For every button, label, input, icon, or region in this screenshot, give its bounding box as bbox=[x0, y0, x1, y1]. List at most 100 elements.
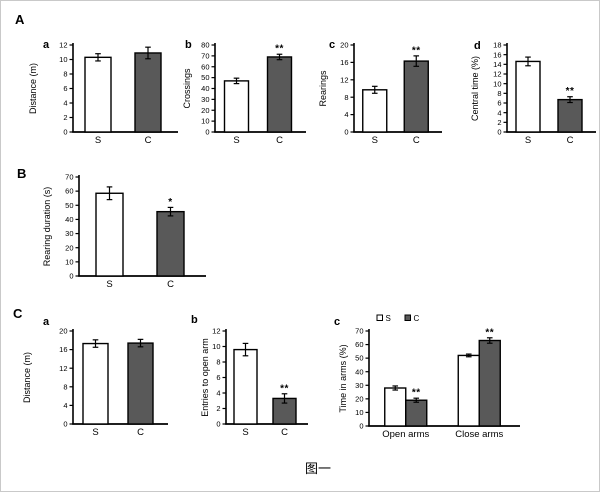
bar bbox=[95, 192, 124, 277]
y-tick-label: 4 bbox=[497, 108, 501, 117]
bar bbox=[82, 342, 109, 425]
chart-svg-B: 0 10 20 30 40 50 60 70 Rearing duration (s) S C * bbox=[42, 173, 206, 290]
y-tick-label: 4 bbox=[216, 389, 220, 398]
x-category-label: Open arms bbox=[382, 429, 429, 440]
y-tick-label: 40 bbox=[355, 367, 363, 376]
y-tick-label: 20 bbox=[355, 394, 363, 403]
x-category-label: Close arms bbox=[455, 429, 503, 440]
panel-letter-C-c: c bbox=[334, 316, 341, 328]
y-tick-label: 4 bbox=[344, 110, 348, 119]
panel-letter-A-a: a bbox=[43, 39, 50, 51]
chart-A-a: a 0 2 4 6 8 10 12 Distance (m) S C bbox=[27, 35, 179, 148]
bar bbox=[403, 60, 429, 133]
y-tick-label: 50 bbox=[65, 201, 73, 210]
y-tick-label: 60 bbox=[355, 340, 363, 349]
bar bbox=[233, 348, 258, 425]
y-tick-label: 12 bbox=[340, 75, 348, 84]
y-tick-label: 10 bbox=[355, 408, 363, 417]
y-axis-label: Rearing duration (s) bbox=[42, 187, 52, 267]
y-tick-label: 8 bbox=[497, 89, 501, 98]
panel-letter-A-b: b bbox=[185, 39, 192, 51]
chart-C-b: b 0 2 4 6 8 10 12 Entries to open arm S C ** bbox=[191, 315, 309, 441]
y-tick-label: 10 bbox=[212, 342, 220, 351]
x-category-label: C bbox=[276, 135, 283, 146]
y-tick-label: 12 bbox=[493, 70, 501, 79]
chart-A-c: c 0 4 8 12 16 20 Rearings S C ** bbox=[317, 35, 443, 148]
y-tick-label: 12 bbox=[59, 41, 67, 50]
panel-letter-C-b: b bbox=[191, 314, 198, 326]
y-tick-label: 10 bbox=[201, 117, 209, 126]
significance-marker: ** bbox=[485, 327, 494, 338]
chart-canvas-A-d: 0 2 4 6 8 10 12 14 16 18 Central time (%) S C ** bbox=[469, 35, 597, 153]
panel-letter-C-a: a bbox=[43, 316, 50, 328]
legend-swatch bbox=[404, 314, 411, 321]
bar bbox=[156, 210, 185, 277]
y-tick-label: 0 bbox=[497, 128, 501, 137]
panel-letter-A-c: c bbox=[329, 39, 336, 51]
y-tick-label: 2 bbox=[63, 113, 67, 122]
chart-C-c: c 0 10 20 30 40 50 60 70 Time in arms (%) Open ar… bbox=[334, 311, 521, 443]
y-tick-label: 8 bbox=[344, 93, 348, 102]
y-tick-label: 14 bbox=[493, 60, 501, 69]
significance-marker: ** bbox=[275, 44, 284, 55]
chart-B: 0 10 20 30 40 50 60 70 Rearing duration (s) S C * bbox=[41, 169, 207, 293]
section-label-C: C bbox=[13, 306, 23, 321]
y-tick-label: 0 bbox=[69, 272, 73, 281]
y-tick-label: 8 bbox=[216, 358, 220, 367]
x-category-label: S bbox=[95, 135, 101, 146]
y-tick-label: 6 bbox=[497, 99, 501, 108]
y-tick-label: 70 bbox=[201, 51, 209, 60]
y-axis-label: Distance (m) bbox=[22, 352, 32, 403]
y-axis-label: Rearings bbox=[318, 70, 328, 107]
y-tick-label: 0 bbox=[344, 128, 348, 137]
y-tick-label: 0 bbox=[63, 128, 67, 137]
y-tick-label: 10 bbox=[493, 79, 501, 88]
bar bbox=[134, 52, 162, 133]
y-tick-label: 80 bbox=[201, 41, 209, 50]
x-category-label: C bbox=[413, 135, 420, 146]
y-axis-label: Entries to open arm bbox=[200, 338, 210, 417]
x-category-label: S bbox=[233, 135, 239, 146]
x-category-label: S bbox=[372, 135, 378, 146]
y-tick-label: 4 bbox=[63, 401, 67, 410]
bar bbox=[127, 342, 154, 425]
y-tick-label: 6 bbox=[63, 84, 67, 93]
bar bbox=[84, 56, 112, 133]
y-tick-label: 2 bbox=[497, 118, 501, 127]
y-tick-label: 8 bbox=[63, 70, 67, 79]
significance-marker: ** bbox=[412, 388, 421, 399]
bar bbox=[223, 80, 250, 133]
chart-canvas-B: 0 10 20 30 40 50 60 70 Rearing duration (s) S C * bbox=[41, 169, 207, 298]
y-tick-label: 18 bbox=[493, 41, 501, 50]
significance-marker: ** bbox=[280, 383, 289, 394]
bar bbox=[478, 339, 501, 427]
legend-label: S bbox=[386, 314, 391, 323]
legend-swatch bbox=[376, 314, 383, 321]
y-axis-label: Time in arms (%) bbox=[338, 344, 348, 412]
section-label-B: B bbox=[17, 166, 27, 181]
chart-canvas-A-a: 0 2 4 6 8 10 12 Distance (m) S C bbox=[27, 35, 179, 153]
y-tick-label: 6 bbox=[216, 373, 220, 382]
y-tick-label: 30 bbox=[355, 381, 363, 390]
y-tick-label: 0 bbox=[359, 422, 363, 431]
legend-label: C bbox=[414, 314, 420, 323]
significance-marker: * bbox=[168, 197, 172, 208]
y-tick-label: 50 bbox=[201, 73, 209, 82]
y-tick-label: 60 bbox=[65, 187, 73, 196]
y-tick-label: 20 bbox=[59, 327, 67, 336]
chart-canvas-C-c: 0 10 20 30 40 50 60 70 Time in arms (%) Open arms… bbox=[337, 311, 521, 448]
x-category-label: S bbox=[92, 427, 98, 438]
chart-C-a: a 0 4 8 12 16 20 Distance (m) S C bbox=[21, 316, 169, 441]
y-tick-label: 10 bbox=[59, 55, 67, 64]
chart-A-b: b 0 10 20 30 40 50 60 70 80 Crossings S C ** bbox=[181, 35, 307, 148]
y-axis-label: Crossings bbox=[182, 68, 192, 109]
y-tick-label: 20 bbox=[340, 41, 348, 50]
x-category-label: C bbox=[167, 279, 174, 290]
bar bbox=[557, 98, 583, 133]
figure-caption: 图一 bbox=[304, 461, 331, 476]
chart-canvas-C-a: 0 4 8 12 16 20 Distance (m) S C bbox=[21, 319, 169, 446]
x-category-label: C bbox=[137, 427, 144, 438]
y-tick-label: 12 bbox=[59, 364, 67, 373]
